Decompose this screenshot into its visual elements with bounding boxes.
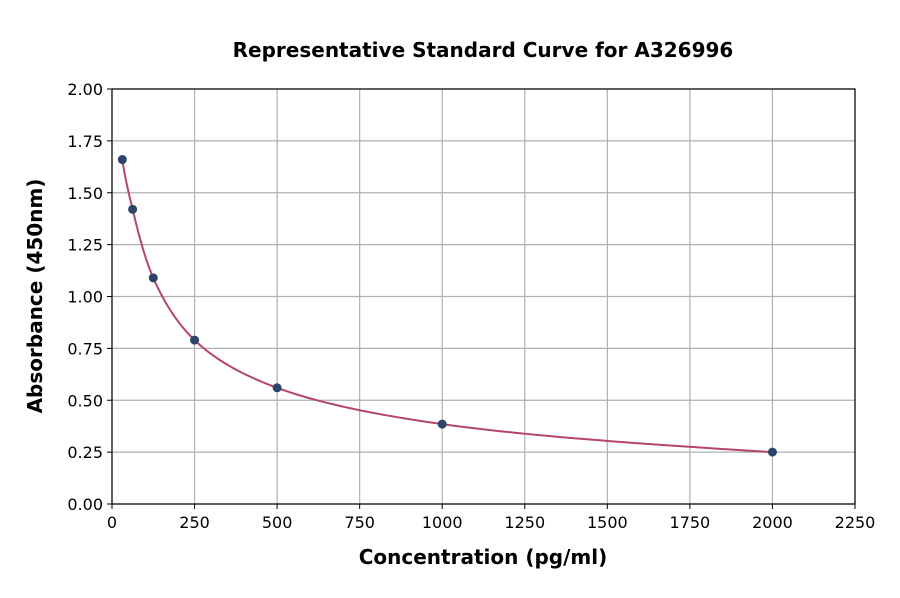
fitted-curve bbox=[121, 159, 773, 454]
y-tick-label: 1.50 bbox=[67, 184, 103, 203]
y-tick-label: 1.00 bbox=[67, 288, 103, 307]
y-tick-label: 0.00 bbox=[67, 495, 103, 514]
x-tick-label: 2000 bbox=[752, 513, 793, 532]
data-point bbox=[272, 383, 282, 393]
x-tick-label: 1000 bbox=[422, 513, 463, 532]
x-tick-label: 500 bbox=[262, 513, 293, 532]
x-tick-label: 750 bbox=[344, 513, 375, 532]
y-tick-label: 1.75 bbox=[67, 132, 103, 151]
data-point bbox=[190, 335, 200, 345]
data-point bbox=[128, 204, 138, 214]
data-point bbox=[767, 447, 777, 457]
x-tick-label: 0 bbox=[107, 513, 117, 532]
grid bbox=[111, 88, 856, 505]
x-tick-label: 1750 bbox=[670, 513, 711, 532]
plot-frame bbox=[111, 88, 856, 505]
data-points bbox=[117, 155, 777, 457]
y-tick-label: 0.75 bbox=[67, 339, 103, 358]
data-point bbox=[148, 273, 158, 283]
y-tick-label: 2.00 bbox=[67, 80, 103, 99]
y-axis-label: Absorbance (450nm) bbox=[23, 179, 47, 414]
x-tick-label: 250 bbox=[179, 513, 210, 532]
y-tick-label: 1.25 bbox=[67, 236, 103, 255]
data-point bbox=[437, 419, 447, 429]
x-axis-ticks: 0 250 500 750 1000 1250 1500 1750 2000 2250 bbox=[107, 504, 875, 532]
y-tick-label: 0.25 bbox=[67, 443, 103, 462]
y-tick-label: 0.50 bbox=[67, 391, 103, 410]
x-axis-label: Concentration (pg/ml) bbox=[359, 545, 608, 569]
chart-title: Representative Standard Curve for A32699… bbox=[233, 38, 734, 62]
x-tick-label: 1250 bbox=[504, 513, 545, 532]
x-tick-label: 1500 bbox=[587, 513, 628, 532]
x-tick-label: 2250 bbox=[835, 513, 876, 532]
data-point bbox=[117, 155, 127, 165]
y-axis-ticks: 0.00 0.25 0.50 0.75 1.00 1.25 1.50 1.75 2.00 bbox=[67, 80, 112, 514]
